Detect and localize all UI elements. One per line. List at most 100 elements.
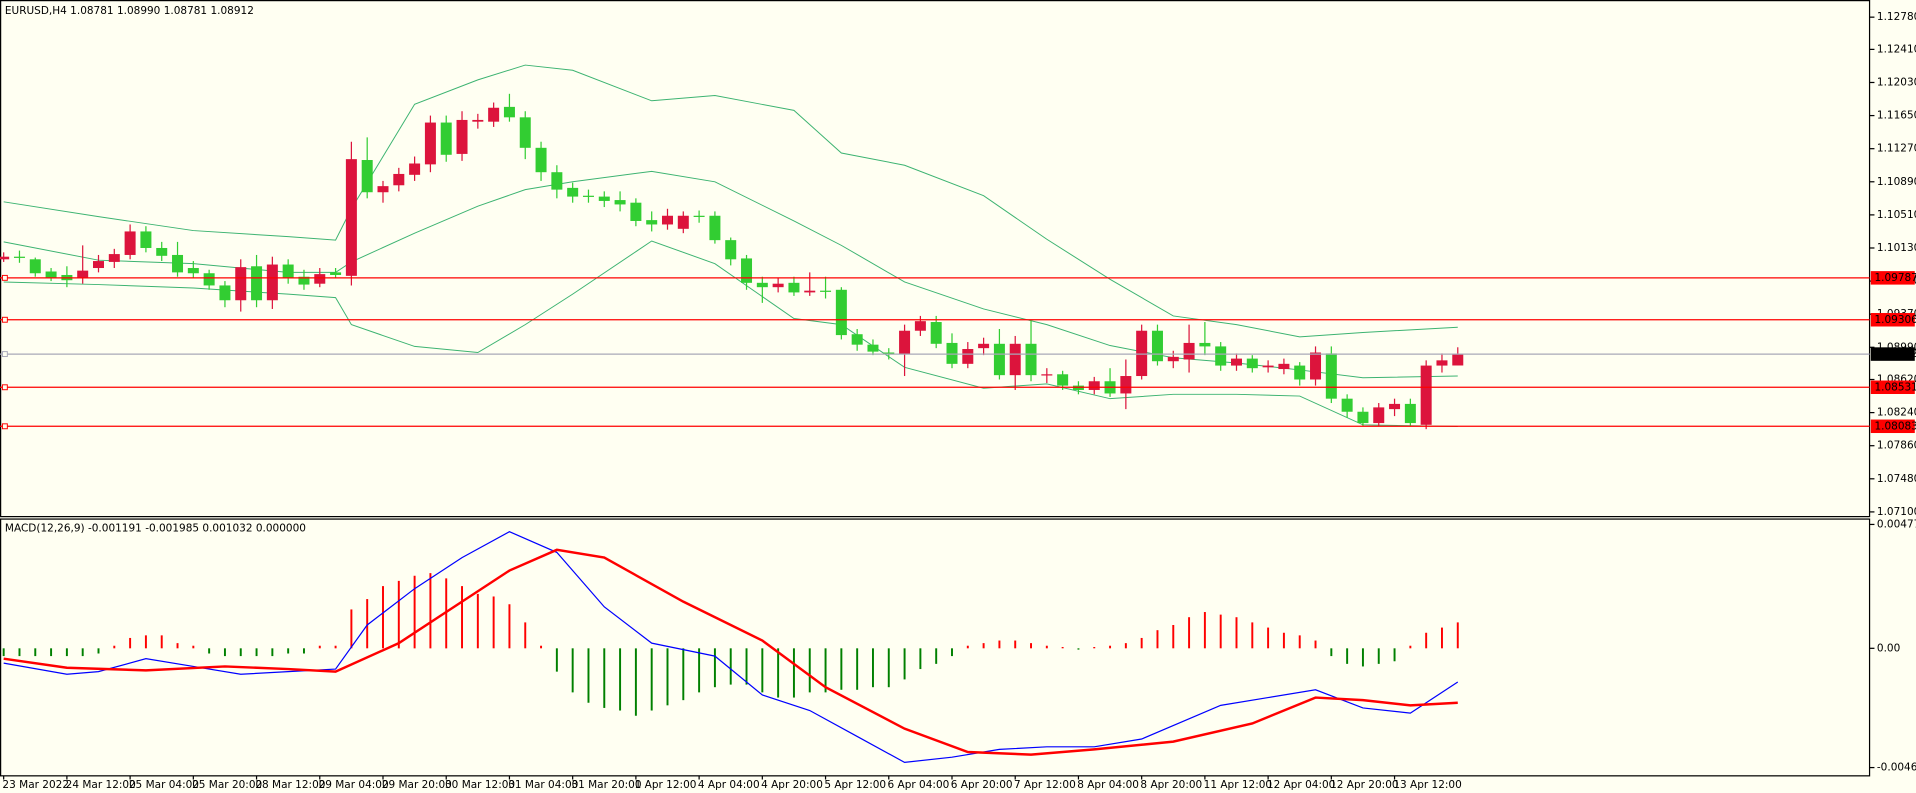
x-tick-label: 13 Apr 12:00 — [1393, 779, 1461, 791]
candle-body — [440, 122, 452, 155]
candle-body — [488, 107, 500, 122]
price-label: 1.08083 — [1874, 420, 1916, 432]
candle-body — [13, 256, 25, 258]
candle-body — [1420, 365, 1432, 425]
x-tick-label: 11 Apr 12:00 — [1204, 779, 1272, 791]
candle-body — [820, 290, 832, 292]
y-tick-label: 1.11270 — [1877, 143, 1916, 155]
candle-body — [1088, 381, 1100, 390]
candle-body — [535, 147, 547, 173]
y-tick-label: 0.004779 — [1877, 518, 1916, 530]
candle-body — [851, 334, 863, 345]
candle-body — [345, 159, 357, 276]
candle-body — [993, 343, 1005, 376]
candle-body — [93, 261, 104, 269]
candle-body — [1246, 358, 1258, 369]
candle-body — [756, 282, 768, 288]
candle-body — [567, 187, 579, 197]
level-handle — [1, 316, 8, 323]
candle-body — [1057, 374, 1069, 386]
candle-body — [266, 264, 278, 301]
candle-body — [1199, 342, 1211, 347]
candle-body — [235, 267, 247, 301]
price-label: 1.08912 — [1874, 348, 1916, 360]
candle-body — [282, 264, 294, 279]
candle-body — [314, 274, 326, 284]
candle-body — [1404, 403, 1416, 424]
x-tick-label: 8 Apr 20:00 — [1140, 779, 1202, 791]
candle-body — [108, 254, 120, 262]
y-tick-label: 1.08240 — [1877, 407, 1916, 419]
macd-signal-line — [3, 548, 1458, 756]
price-label-box — [1870, 380, 1915, 395]
x-tick-label: 12 Apr 04:00 — [1267, 779, 1335, 791]
y-tick-label: 1.11650 — [1877, 110, 1916, 122]
candle-body — [393, 173, 405, 186]
y-tick-label: -0.004601 — [1877, 762, 1916, 774]
y-tick-label: 1.07100 — [1877, 506, 1916, 518]
candle-body — [772, 283, 784, 288]
candle-body — [156, 247, 168, 256]
level-handle — [1, 351, 8, 358]
y-tick-label: 1.07860 — [1877, 440, 1916, 452]
y-tick-label: 1.07480 — [1877, 473, 1916, 485]
candle-body — [519, 117, 531, 148]
candle-body — [1120, 376, 1132, 394]
y-tick-label: 1.12780 — [1877, 11, 1916, 23]
candle-body — [361, 160, 373, 193]
candle-body — [377, 186, 389, 193]
candle-body — [1436, 360, 1448, 366]
y-tick-label: 1.10510 — [1877, 209, 1916, 221]
candle-body — [1389, 403, 1401, 410]
candle-body — [677, 215, 689, 229]
x-tick-label: 28 Mar 12:00 — [255, 779, 325, 791]
candle-body — [1278, 363, 1290, 370]
candle-body — [1230, 358, 1242, 366]
price-label-box — [1870, 313, 1915, 327]
candle-body — [946, 342, 958, 364]
candle-body — [725, 240, 737, 260]
level-handle — [1, 384, 8, 391]
candle-body — [978, 343, 990, 349]
candle-body — [1167, 356, 1179, 362]
y-tick-label: 0.00 — [1877, 642, 1900, 654]
price-label: 1.08531 — [1874, 381, 1916, 393]
x-tick-label: 12 Apr 20:00 — [1330, 779, 1398, 791]
candle-body — [867, 344, 879, 352]
candle-body — [962, 349, 974, 364]
x-tick-label: 4 Apr 04:00 — [698, 779, 760, 791]
y-tick-label: 1.10130 — [1877, 242, 1916, 254]
candle-body — [835, 289, 847, 336]
candle-body — [914, 321, 926, 331]
x-tick-label: 31 Mar 04:00 — [508, 779, 578, 791]
candle-body — [1294, 365, 1306, 380]
x-tick-label: 8 Apr 04:00 — [1077, 779, 1139, 791]
x-tick-label: 25 Mar 04:00 — [129, 779, 199, 791]
candle-body — [883, 352, 895, 355]
candle-body — [140, 231, 152, 248]
x-tick-label: 6 Apr 20:00 — [951, 779, 1013, 791]
candle-body — [172, 254, 184, 273]
candle-body — [409, 163, 421, 175]
price-label-box — [1870, 347, 1915, 361]
candle-body — [456, 119, 468, 154]
x-tick-label: 30 Mar 12:00 — [445, 779, 515, 791]
candle-body — [788, 282, 800, 293]
candle-body — [1183, 342, 1195, 360]
x-tick-label: 7 Apr 12:00 — [1014, 779, 1076, 791]
candle-body — [1151, 330, 1163, 362]
candle-body — [0, 256, 10, 260]
bollinger-upper — [3, 64, 1458, 338]
x-tick-label: 1 Apr 12:00 — [635, 779, 697, 791]
candle-body — [1041, 374, 1053, 376]
candle-body — [203, 273, 215, 286]
y-tick-label: 1.10890 — [1877, 176, 1916, 188]
x-tick-label: 31 Mar 20:00 — [571, 779, 641, 791]
y-tick-label: 1.12410 — [1877, 43, 1916, 55]
candle-body — [77, 270, 89, 279]
candle-body — [630, 202, 642, 221]
candle-body — [45, 271, 57, 279]
candle-body — [582, 195, 594, 197]
